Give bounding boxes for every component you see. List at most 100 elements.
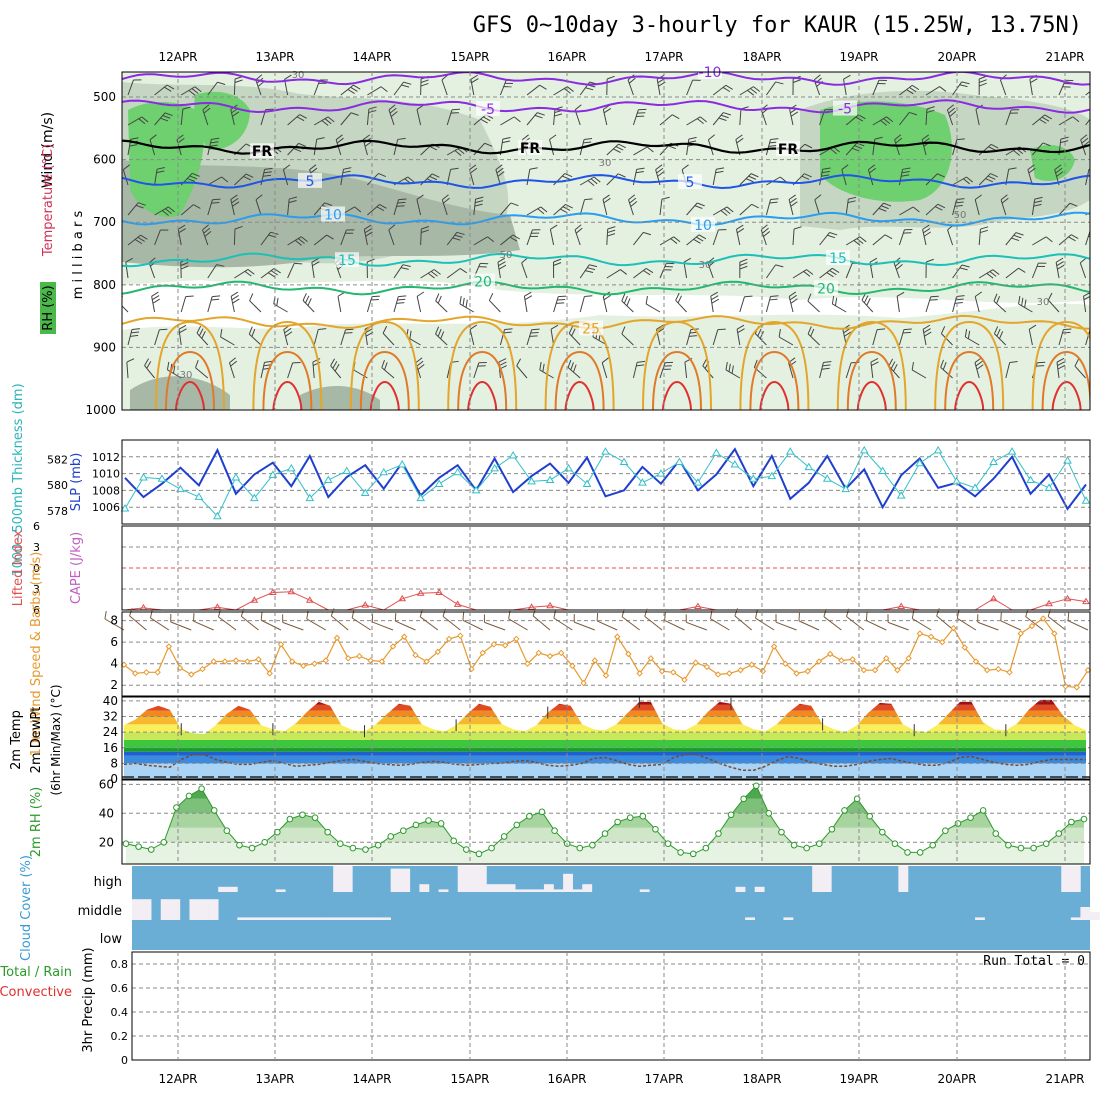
lifted-index-point [305, 596, 314, 603]
wind10m-speed-point [244, 658, 251, 665]
upper-wind-barb [287, 362, 294, 379]
wind10m-speed-point [434, 648, 442, 656]
wind10m-speed-point [412, 651, 419, 659]
upper-wind-barb-feather [848, 196, 857, 200]
rh2m-point [336, 840, 344, 848]
bottom-date-label: 18APR [742, 1072, 781, 1086]
cloud-high-bar [524, 889, 535, 892]
wind10m-barb [372, 621, 394, 631]
upper-wind-barb [579, 264, 590, 279]
upper-wind-barb-feather [584, 198, 593, 201]
upper-wind-barb-feather [711, 298, 720, 304]
upper-wind-barb-feather [172, 365, 176, 374]
upper-wind-barb-feather [430, 270, 438, 277]
upper-wind-barb-feather [381, 359, 385, 368]
upper-wind-barb [568, 333, 581, 346]
upper-wind-barb [526, 84, 540, 96]
upper-wind-barb-feather [856, 238, 864, 245]
upper-wind-barb-feather [556, 302, 565, 304]
upper-wind-barb-feather [720, 210, 728, 216]
upper-wind-barb-feather [739, 265, 748, 270]
upper-wind-barb [340, 112, 352, 126]
slp-line [124, 447, 1087, 511]
upper-wind-barb [606, 269, 621, 279]
rh2m-point [160, 838, 168, 846]
upper-wind-barb-feather [362, 134, 371, 140]
lifted-index-segment [457, 603, 477, 611]
upper-wind-barb-feather [130, 137, 139, 140]
rh2m-point [639, 812, 647, 820]
upper-wind-barb [974, 362, 980, 379]
cloud-middle-bar [381, 917, 391, 920]
upper-wind-barb [144, 365, 155, 379]
upper-wind-barb-feather [427, 272, 435, 279]
upper-wind-barb [207, 81, 218, 96]
upper-wind-barb-feather [284, 74, 292, 80]
upper-wind-barb [765, 199, 772, 216]
upper-wind-barb-feather [855, 116, 864, 122]
upper-wind-barb [1058, 80, 1066, 96]
upper-wind-barb-feather [276, 297, 279, 306]
upper-wind-barb-feather [1079, 257, 1087, 264]
wind10m-barb-feather [823, 608, 827, 617]
upper-wind-barb-feather [966, 176, 973, 183]
upper-wind-barb-feather [656, 167, 664, 174]
upper-wind-barb-feather [189, 175, 198, 180]
thickness-point [1026, 475, 1035, 484]
upper-wind-barb-feather [457, 148, 465, 155]
upper-wind-barb [473, 362, 480, 379]
upper-wind-barb-feather [980, 229, 988, 234]
upper-wind-barb-feather [693, 238, 701, 244]
thickness-point [471, 485, 481, 494]
upper-wind-barb [1058, 329, 1064, 346]
upper-wind-barb [416, 296, 422, 313]
upper-wind-barb [841, 169, 847, 186]
upper-wind-barb-feather [792, 79, 801, 83]
ylabel-temperature: Temperature (°C) [41, 144, 56, 257]
upper-wind-barb-feather [334, 363, 340, 372]
upper-wind-barb [1058, 116, 1073, 126]
upper-wind-barb [1085, 169, 1090, 186]
upper-wind-barb-feather [454, 150, 462, 156]
lifted-index-segment [365, 604, 384, 611]
upper-wind-barb-feather [789, 294, 797, 301]
upper-wind-barb-feather [736, 324, 745, 330]
upper-wind-barb-feather [1011, 237, 1020, 242]
upper-wind-barb-feather [990, 173, 998, 178]
rh-band-gray-bottom [130, 376, 380, 410]
upper-wind-barb-feather [926, 106, 935, 110]
upper-wind-barb-feather [672, 114, 680, 120]
upper-wind-barb-feather [343, 167, 352, 170]
upper-wind-barb [126, 362, 129, 379]
upper-wind-barb-feather [618, 173, 626, 178]
wind10m-barb [218, 616, 237, 631]
cloud-high-bar [486, 884, 497, 892]
upper-wind-barb-feather [986, 272, 994, 279]
wind10m-speed-point [782, 660, 789, 667]
upper-wind-barb [760, 109, 767, 126]
wind10m-barb [734, 615, 753, 631]
upper-wind-barb [993, 300, 1007, 313]
cloud-high-bar [754, 886, 765, 892]
upper-wind-barb-feather [570, 362, 574, 371]
upper-wind-barb-feather [149, 134, 157, 141]
lifted-index-point [453, 600, 462, 607]
upper-wind-barb-feather [1018, 267, 1026, 273]
upper-wind-barb-feather [330, 358, 336, 366]
upper-wind-barb [606, 228, 609, 246]
wind10m-barb-feather [149, 609, 153, 619]
wind10m-speed-point [939, 638, 946, 646]
cloud-middle-bar [275, 917, 286, 920]
upper-wind-barb [1005, 267, 1019, 279]
upper-wind-barb-feather [553, 262, 562, 266]
upper-wind-barb-feather [283, 164, 291, 170]
isotherm-line [122, 139, 1090, 155]
upper-wind-barb [978, 173, 991, 186]
upper-wind-barb-feather [312, 358, 321, 363]
upper-wind-barb-feather [643, 231, 652, 236]
isotherm-line [122, 99, 1090, 114]
wind10m-barb-feather [104, 611, 107, 620]
upper-wind-barb-feather [923, 228, 931, 234]
upper-wind-barb [940, 366, 953, 379]
upper-wind-barb [659, 362, 666, 379]
